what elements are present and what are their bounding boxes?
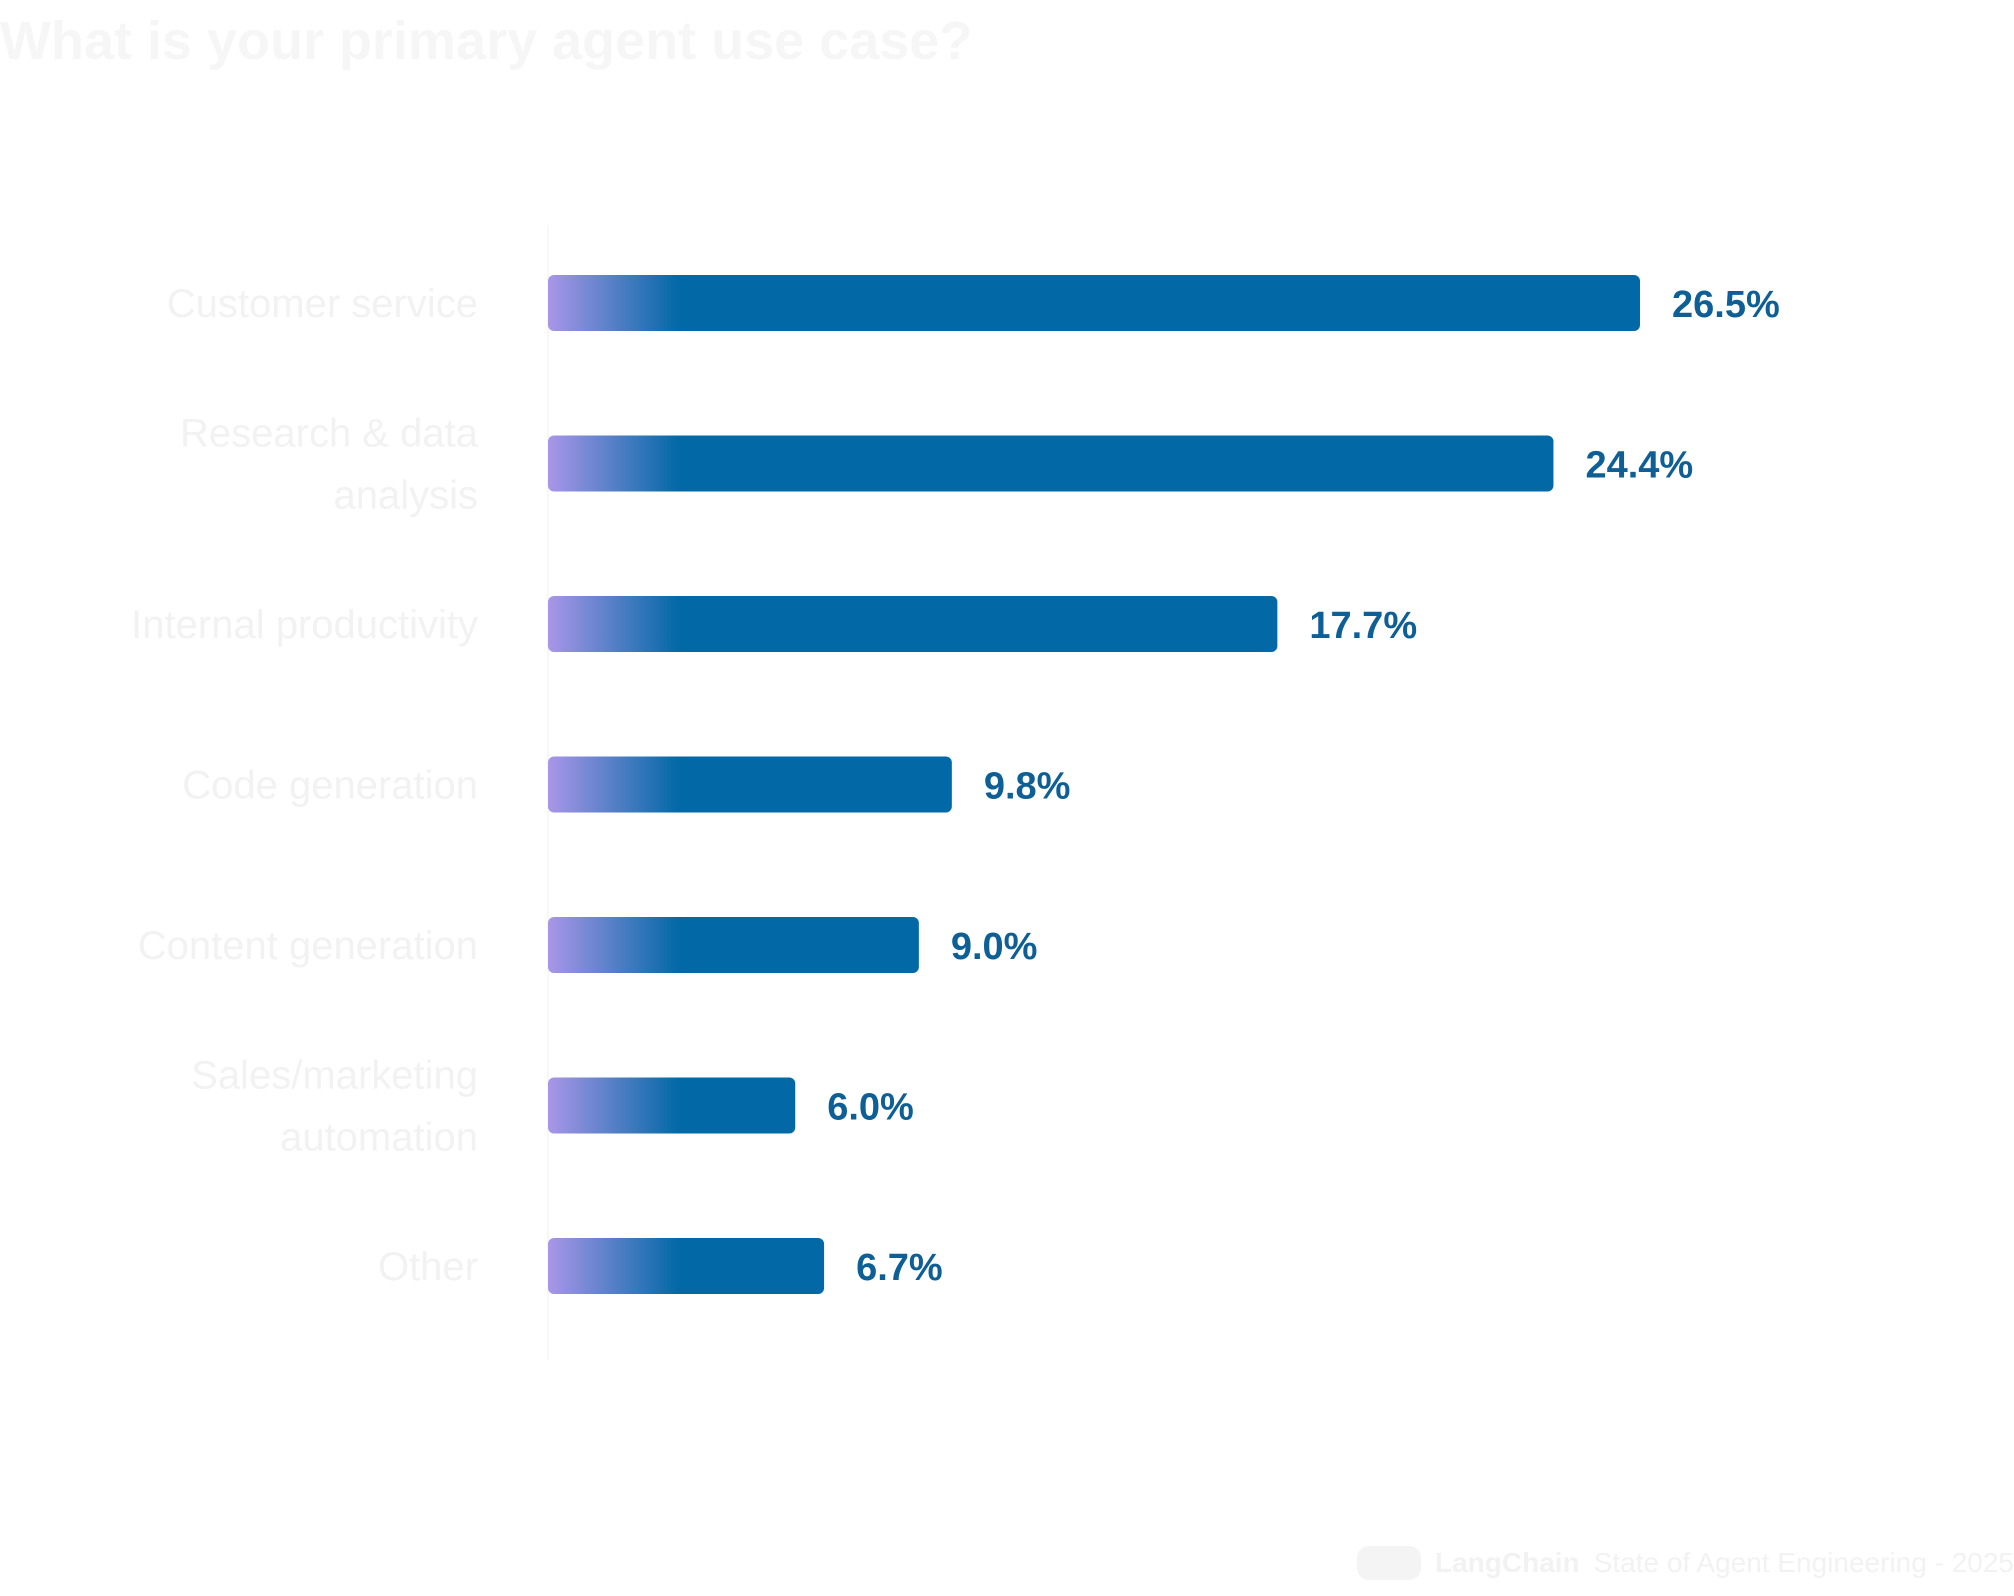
- bar: [548, 596, 1278, 652]
- bar: [548, 1238, 825, 1294]
- bar-value-label: 26.5%: [1672, 284, 1780, 326]
- category-label-line: Other: [378, 1245, 478, 1289]
- category-label: Customer service: [167, 282, 478, 326]
- bar-value-label: 6.7%: [856, 1247, 943, 1289]
- category-label-line: Internal productivity: [131, 603, 478, 647]
- bar-value-label: 9.0%: [951, 926, 1038, 968]
- bar-value-label: 9.8%: [984, 766, 1071, 808]
- category-label-line: Sales/marketing: [191, 1054, 478, 1098]
- category-label: Code generation: [182, 764, 478, 808]
- footer: LangChain State of Agent Engineering - 2…: [1357, 1546, 2014, 1580]
- bar: [548, 917, 919, 973]
- category-label: Internal productivity: [131, 603, 478, 647]
- bar: [548, 1077, 796, 1134]
- category-label: Research & data analysis: [180, 412, 479, 518]
- category-label: Sales/marketing automation: [191, 1054, 478, 1160]
- bar-value-label: 24.4%: [1585, 445, 1693, 487]
- bar: [548, 435, 1554, 492]
- value-labels-group: 26.5% 24.4% 17.7% 9.8% 9.0% 6.0% 6.7%: [827, 284, 1780, 1289]
- bar-value-label: 17.7%: [1309, 605, 1417, 647]
- category-label-line: automation: [280, 1116, 478, 1160]
- footer-report-title: State of Agent Engineering - 2025: [1593, 1547, 2014, 1578]
- category-label-line: Content generation: [138, 924, 478, 968]
- bar: [548, 275, 1640, 331]
- footer-brand: LangChain: [1435, 1547, 1580, 1578]
- category-label-line: analysis: [333, 474, 478, 518]
- chart-title: What is your primary agent use case?: [0, 11, 973, 71]
- bar: [548, 756, 952, 813]
- category-labels-group: Customer service Research & data analysis I…: [131, 282, 479, 1289]
- category-label: Content generation: [138, 924, 478, 968]
- category-label: Other: [378, 1245, 478, 1289]
- category-label-line: Customer service: [167, 282, 478, 326]
- bars-group: [548, 275, 1640, 1294]
- bar-value-label: 6.0%: [827, 1087, 914, 1129]
- category-label-line: Code generation: [182, 764, 478, 808]
- langchain-logo-icon: [1357, 1546, 1421, 1580]
- category-label-line: Research & data: [180, 412, 479, 456]
